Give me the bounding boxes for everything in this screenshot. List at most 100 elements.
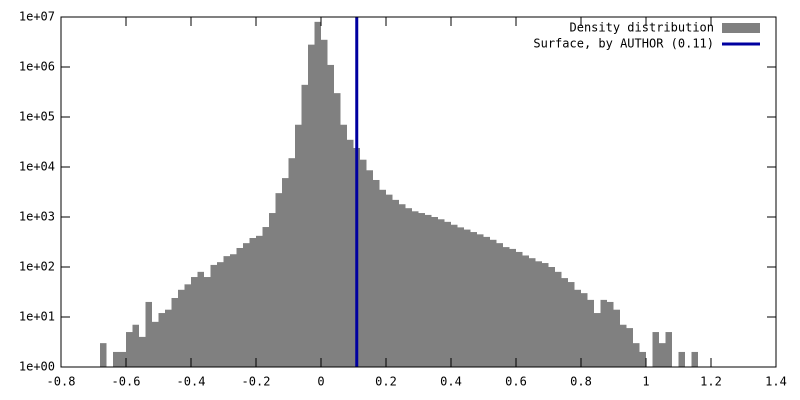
bar [516,251,523,367]
y-tick-label: 1e+06 [19,60,55,74]
bar [438,219,445,367]
bar [477,234,484,367]
legend-label: Density distribution [570,21,715,35]
bar [262,227,269,367]
bar [529,258,536,367]
x-tick-label: -0.6 [112,375,141,389]
y-tick-label: 1e+02 [19,260,55,274]
bar [366,170,373,367]
bar [275,193,282,367]
bar [373,179,380,367]
x-tick-label: 0 [317,375,324,389]
legend-label: Surface, by AUTHOR (0.11) [533,37,714,51]
bar [464,229,471,367]
bar [431,217,438,367]
bar [243,243,250,367]
bar [691,351,698,367]
bar [334,93,341,368]
x-tick-label: 1 [642,375,649,389]
bar [594,313,601,367]
bar [581,293,588,367]
bar [171,297,178,367]
bar [548,267,555,367]
bar [607,301,614,367]
legend-swatch [722,23,760,33]
y-tick-label: 1e+07 [19,10,55,24]
x-tick-label: 0.4 [440,375,462,389]
bar [152,321,159,367]
y-tick-label: 1e+04 [19,160,55,174]
bar [223,256,230,367]
bar [204,277,211,367]
bar [197,271,204,367]
bar [288,158,295,367]
y-tick-label: 1e+00 [19,360,55,374]
bar [418,213,425,367]
plot-border [60,16,777,368]
x-tick-label: 0.2 [375,375,397,389]
bar [451,224,458,367]
bar [483,236,490,367]
bar [399,204,406,367]
bar [457,227,464,367]
bar [425,214,432,367]
bar [613,309,620,367]
bar [282,178,289,367]
bar [659,343,666,367]
bar [321,39,328,367]
bar [132,324,139,367]
bar [561,278,568,367]
bar [256,235,263,367]
x-tick-label: 0.6 [505,375,527,389]
x-tick-label: -0.8 [47,375,76,389]
bar [191,277,198,367]
bar [600,299,607,367]
x-tick-label: 0.8 [570,375,592,389]
bar [503,247,510,367]
y-tick-label: 1e+01 [19,310,55,324]
bar [626,328,633,367]
bar [347,139,354,367]
bar [633,343,640,367]
bar [269,213,276,367]
bar [113,351,120,367]
bar [678,351,685,367]
x-tick-label: -0.2 [242,375,271,389]
bar [340,124,347,368]
bar [301,84,308,368]
x-tick-label: -0.4 [177,375,206,389]
bar [314,21,321,368]
bar [652,332,659,367]
bar [386,194,393,367]
bar [535,261,542,367]
bar [184,284,191,367]
bar [509,248,516,367]
x-tick-label: 1.2 [700,375,722,389]
bar [490,239,497,367]
bar [665,332,672,367]
bar [249,238,256,367]
x-tick-label: 1.4 [765,375,787,389]
bar [210,264,217,367]
bar [392,199,399,367]
bar [230,254,237,367]
bar [308,44,315,368]
bar [639,351,646,367]
bar [620,324,627,367]
bar [444,221,451,367]
bar [555,271,562,367]
bar [145,301,152,367]
bar [574,289,581,367]
bar [522,255,529,367]
bar [568,282,575,367]
bar [327,64,334,368]
bar [158,313,165,367]
bar [542,263,549,367]
bar [178,289,185,367]
bar [165,309,172,367]
bar [119,351,126,367]
bar [236,247,243,367]
bar [100,343,107,367]
bar [295,124,302,368]
